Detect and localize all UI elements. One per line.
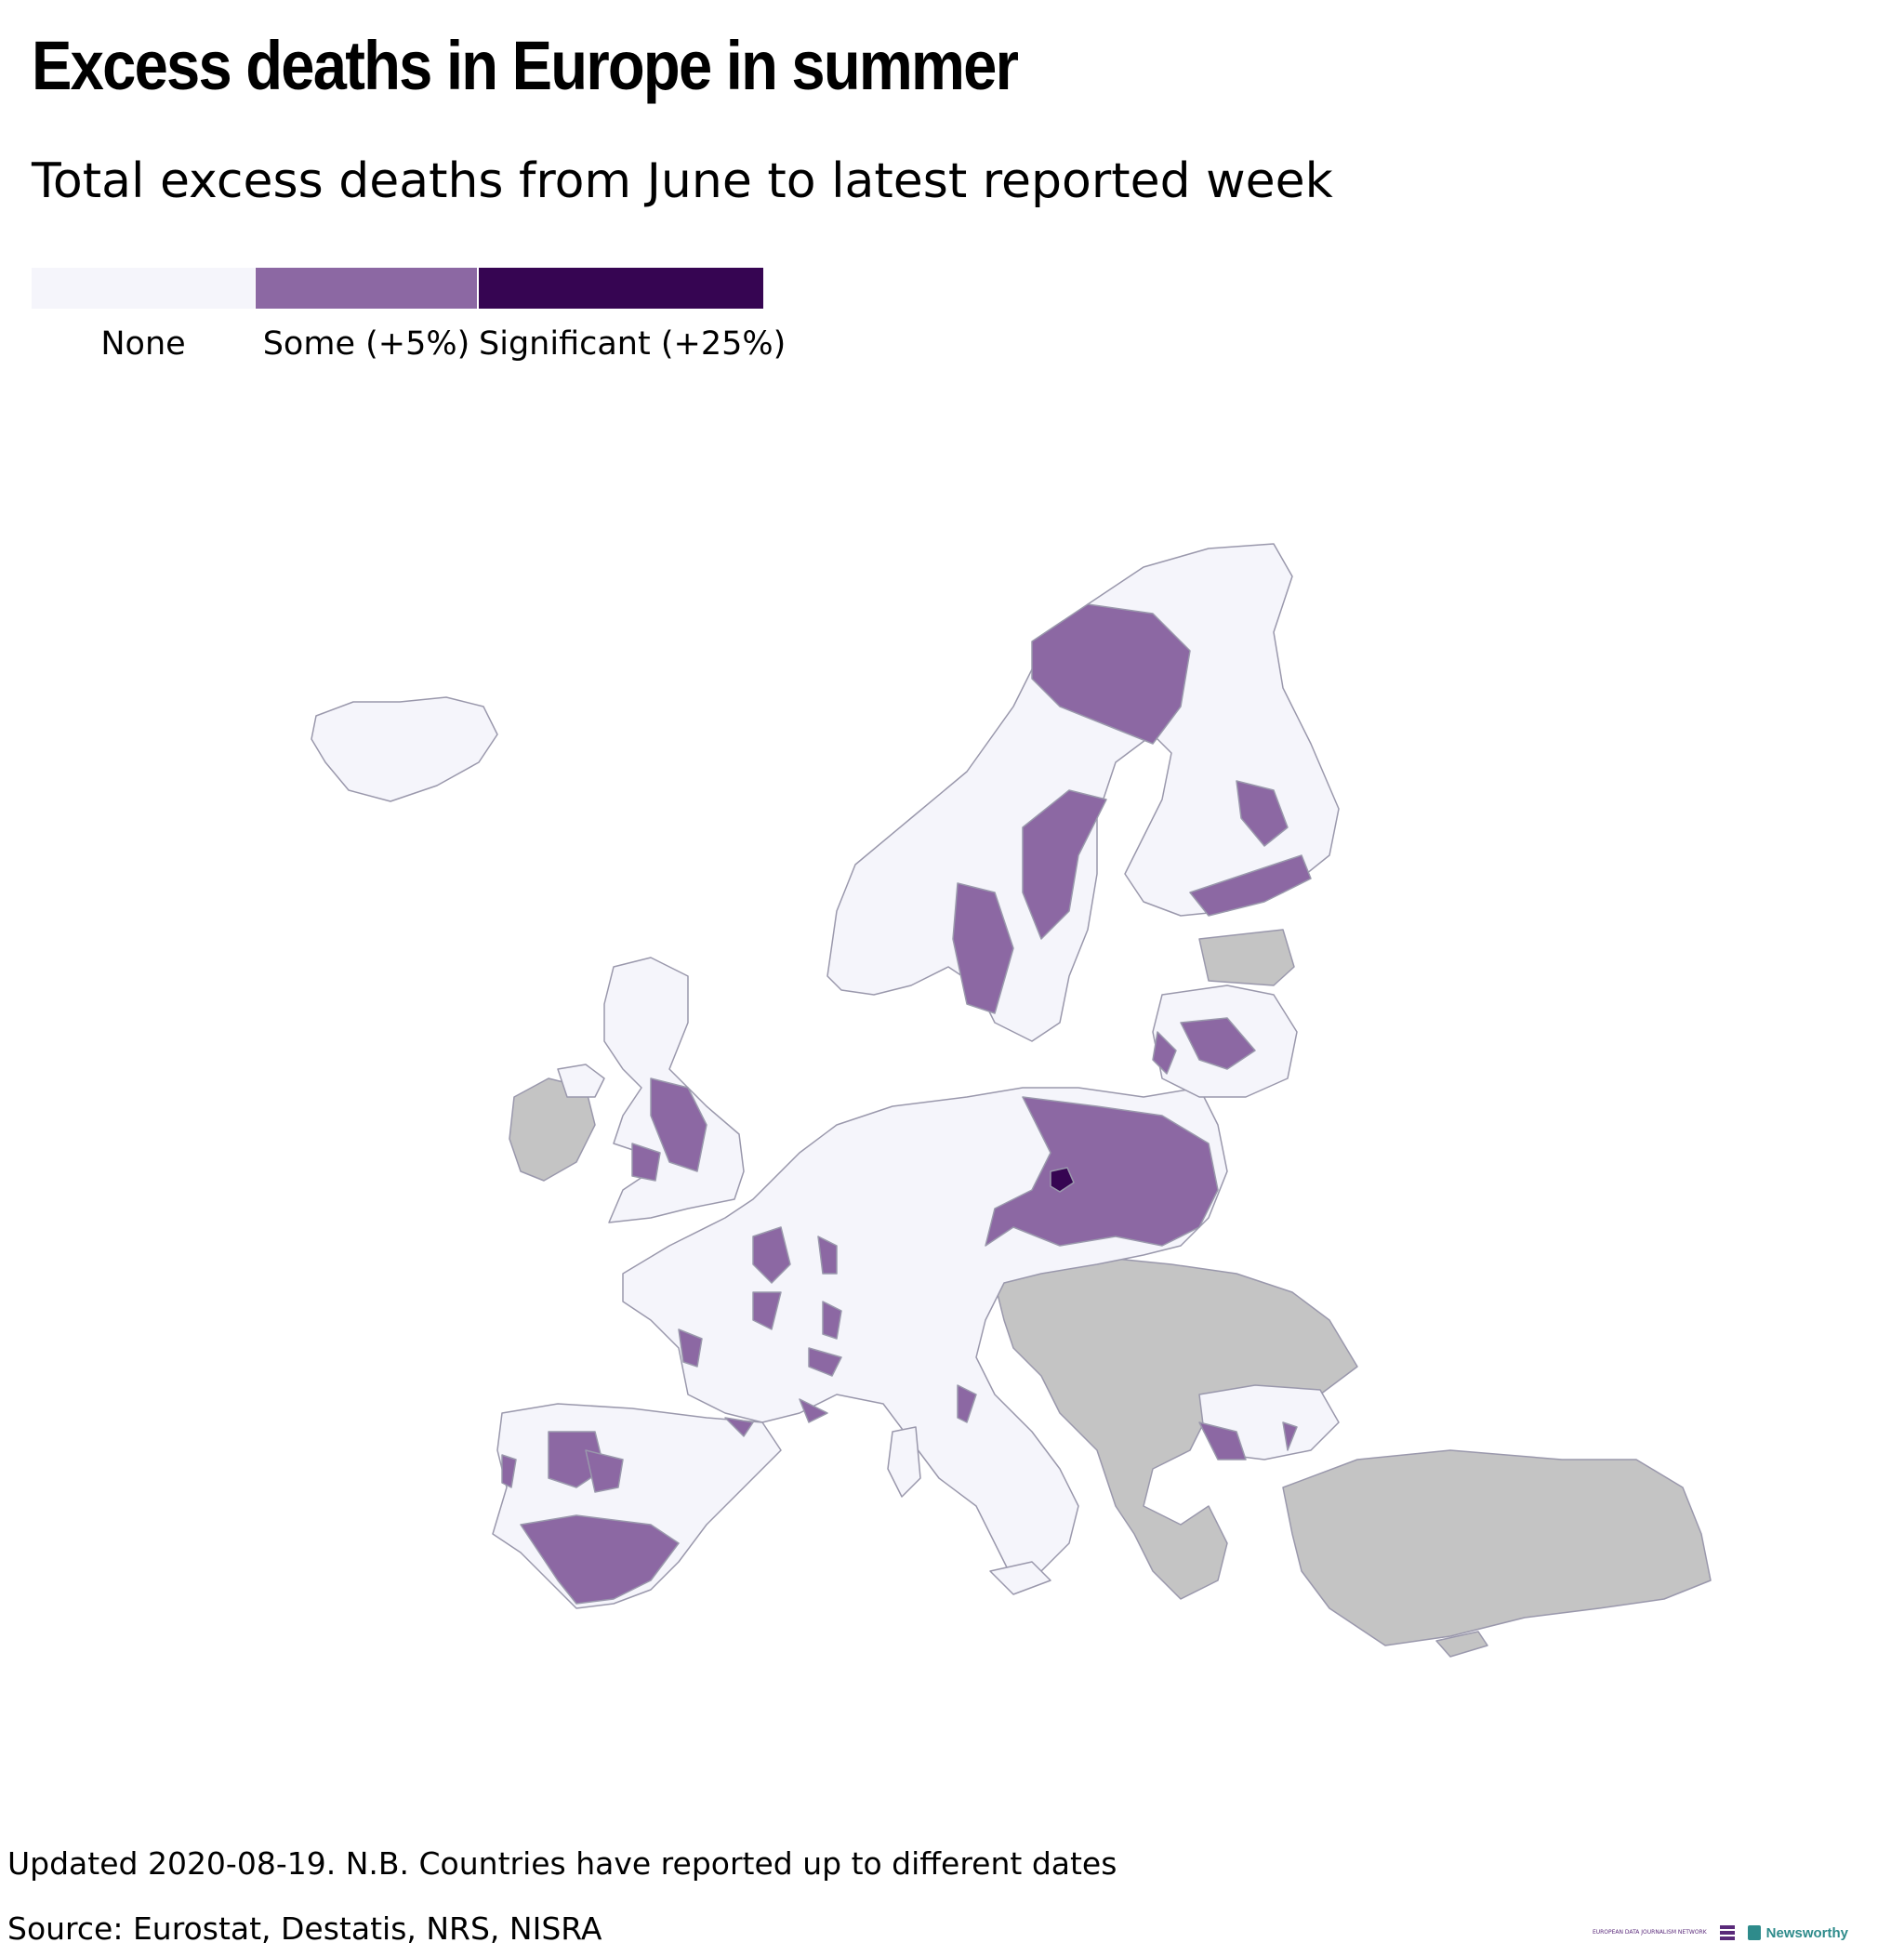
chart-subtitle: Total excess deaths from June to latest … (32, 153, 1333, 209)
legend-label-significant: Significant (+25%) (479, 325, 787, 363)
significant-excess-region (1050, 1167, 1075, 1193)
region-sardinia (887, 1426, 921, 1498)
region-ireland (509, 1077, 596, 1182)
legend-label-none: None (100, 325, 186, 363)
footnote-source: Source: Eurostat, Destatis, NRS, NISRA (7, 1910, 602, 1947)
newsworthy-logo: Newsworthy (1747, 1924, 1848, 1941)
legend: None Some (+5%) Significant (+25%) (32, 268, 787, 370)
region-cyprus (1435, 1631, 1488, 1658)
footnote-updated: Updated 2020-08-19. N.B. Countries have … (7, 1845, 1117, 1882)
legend-swatch-none (32, 268, 255, 309)
some-excess-regions (501, 603, 1312, 1605)
newsworthy-icon (1747, 1925, 1761, 1940)
edjnet-logo-icon (1719, 1925, 1735, 1940)
newsworthy-label: Newsworthy (1765, 1924, 1848, 1941)
chart-title: Excess deaths in Europe in summer (32, 27, 1019, 104)
region-turkey (1282, 1449, 1712, 1646)
logos: EUROPEAN DATA JOURNALISM NETWORK Newswor… (1593, 1923, 1848, 1943)
region-sicily (989, 1561, 1051, 1595)
legend-swatch-significant (479, 268, 763, 309)
region-northern-ireland (557, 1064, 605, 1098)
legend-label-some: Some (+5%) (262, 325, 470, 363)
legend-swatch-some (256, 268, 477, 309)
region-central-balkans (994, 1254, 1358, 1600)
edjnet-logo-text: EUROPEAN DATA JOURNALISM NETWORK (1592, 1929, 1707, 1936)
region-iceland (311, 696, 498, 802)
region-estonia (1198, 929, 1295, 986)
